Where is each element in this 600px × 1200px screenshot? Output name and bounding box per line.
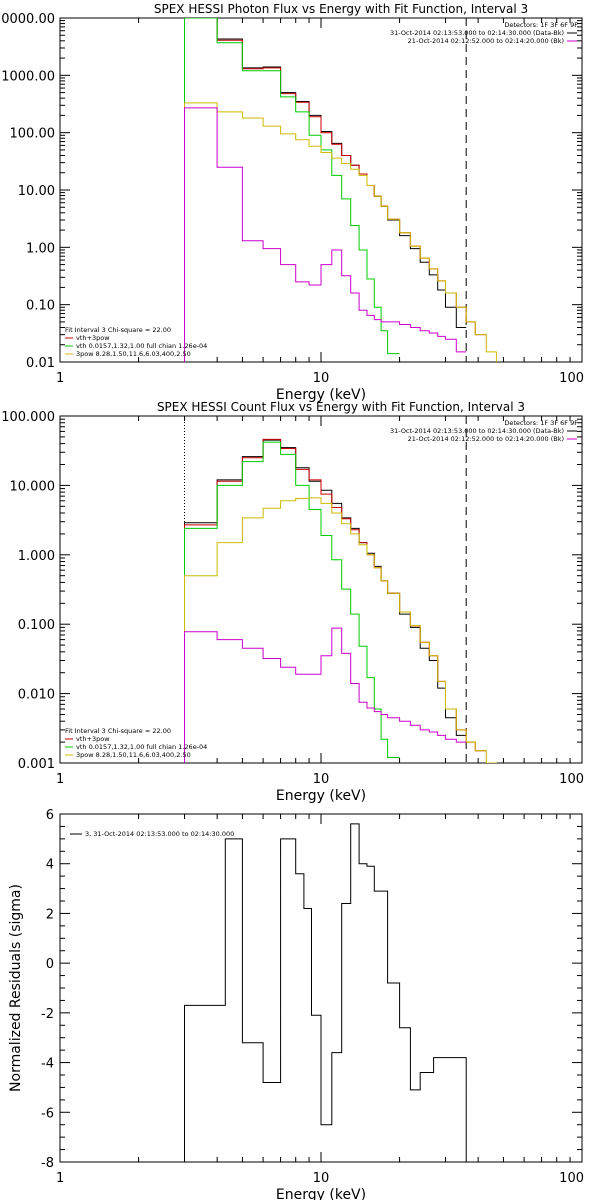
chart-panel-2: SPEX HESSI Count Flux vs Energy with Fit… [1,400,584,804]
x-tick-label: 10 [313,772,330,787]
x-tick-label: 100 [559,772,584,787]
x-tick-label: 1 [56,1171,64,1186]
chart-title: SPEX HESSI Count Flux vs Energy with Fit… [157,400,525,414]
fit-legend-label: vth 0.0157,1.32,1.00 full chian 1.26e-04 [76,342,207,350]
y-tick-label: 6 [46,808,54,823]
x-tick-label: 1 [56,371,64,386]
y-tick-label: 1.000 [18,549,55,564]
x-tick-label: 100 [559,371,584,386]
x-tick-label: 1 [56,772,64,787]
detector-header: Detectors: 1F 3F 6F 9F [504,21,578,29]
y-tick-label: 10.00 [18,184,55,199]
y-axis-label: Normalized Residuals (sigma) [8,884,24,1092]
y-tick-label: 10000.00 [0,12,55,27]
y-tick-label: 0.01 [26,356,55,371]
fit-legend-label: 3pow 8.28,1.50,11.6,6.03,400,2.50 [76,350,191,358]
y-tick-label: -2 [41,1007,54,1022]
y-tick-label: 1000.00 [1,69,55,84]
y-tick-label: -8 [41,1156,54,1171]
time-legend-label: 31-Oct-2014 02:13:53.000 to 02:14:30.000… [390,29,564,37]
x-tick-label: 100 [559,1171,584,1186]
legend-label: 3, 31-Oct-2014 02:13:53.000 to 02:14:30.… [85,830,234,838]
y-tick-label: 0.001 [18,757,55,772]
y-tick-label: 100.00 [10,127,56,142]
y-tick-label: 0 [46,957,54,972]
detector-header: Detectors: 1F 3F 6F 9F [504,419,578,427]
y-tick-label: 2 [46,907,54,922]
fit-legend-label: vth+3pow [76,735,110,743]
x-tick-label: 10 [313,1171,330,1186]
series-group [184,18,497,362]
y-tick-label: 0.100 [18,618,55,633]
chart-title: SPEX HESSI Photon Flux vs Energy with Fi… [154,2,528,16]
series-residuals-line [184,823,467,1162]
series-bk-line [184,107,467,362]
y-tick-label: 1.00 [26,241,55,256]
y-tick-label: 100.000 [1,410,55,425]
time-legend-label: 21-Oct-2014 02:12:52.000 to 02:14:20.000… [408,37,564,45]
series-3pow-line [184,102,497,362]
time-legend-label: 31-Oct-2014 02:13:53.000 to 02:14:30.000… [390,427,564,435]
y-tick-label: -6 [41,1106,54,1121]
series-vth-line [184,441,400,763]
chart-panel-1: SPEX HESSI Photon Flux vs Energy with Fi… [0,2,584,403]
fit-legend-label: vth 0.0157,1.32,1.00 full chian 1.26e-04 [76,743,207,751]
y-tick-label: -4 [41,1057,54,1072]
fit-legend-header: Fit Interval 3 Chi-square = 22.00 [65,326,171,334]
x-axis-label: Energy (keV) [276,387,366,403]
y-tick-label: 0.10 [26,299,55,314]
series-bk-line [184,627,467,763]
y-tick-label: 0.010 [18,688,55,703]
x-axis-label: Energy (keV) [276,788,366,804]
y-tick-label: 4 [46,858,54,873]
chart-panel-3: 1 10 100 Energy (keV) 6 4 2 0 -2 -4 -6 -8 Normalized… [8,808,584,1200]
time-legend-label: 21-Oct-2014 02:12:52.000 to 02:14:20.000… [408,435,564,443]
fit-legend-label: vth+3pow [76,334,110,342]
series-3pow-line [184,497,497,763]
series-vth-line [184,18,400,362]
fit-legend-label: 3pow 8.28,1.50,11.6,6.03,400,2.50 [76,751,191,759]
x-axis-label: Energy (keV) [276,1187,366,1200]
x-tick-label: 10 [313,371,330,386]
series-group [184,823,467,1162]
fit-legend-header: Fit Interval 3 Chi-square = 22.00 [65,727,171,735]
series-group [184,438,497,763]
y-tick-label: 10.000 [10,479,56,494]
